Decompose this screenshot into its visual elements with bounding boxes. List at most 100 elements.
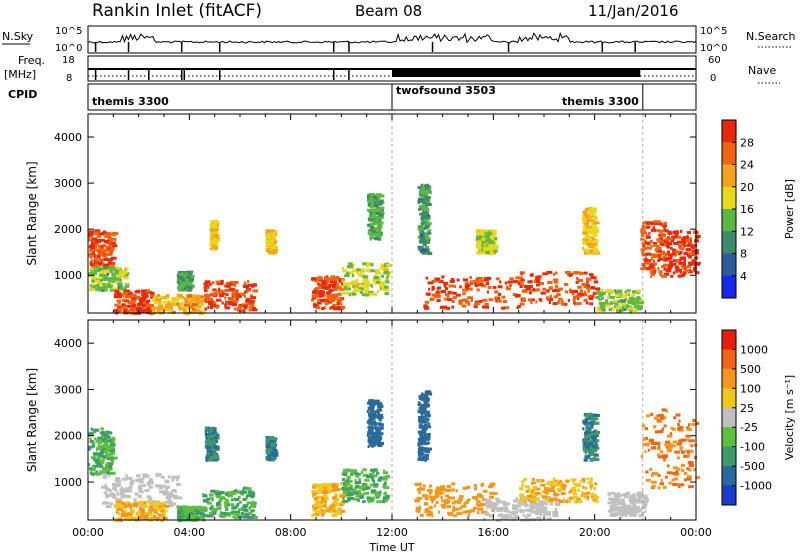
data-cell [379, 211, 385, 215]
data-cell [186, 512, 189, 516]
data-cell [507, 280, 513, 284]
data-cell [233, 283, 237, 287]
data-cell [430, 506, 433, 510]
data-cell [577, 279, 583, 282]
data-cell [148, 485, 153, 489]
data-cell [484, 235, 489, 238]
data-cell [635, 498, 639, 502]
data-cell [247, 516, 252, 519]
data-cell [427, 252, 432, 256]
data-cell [639, 299, 644, 303]
data-cell [188, 512, 194, 516]
data-cell [328, 490, 331, 494]
data-cell [479, 299, 483, 303]
data-cell [204, 307, 208, 311]
data-cell [268, 229, 275, 233]
data-cell [677, 274, 682, 278]
data-cell [356, 492, 362, 496]
data-cell [546, 270, 553, 274]
data-cell [540, 291, 546, 295]
data-cell [332, 293, 338, 297]
data-cell [200, 515, 205, 519]
data-cell [519, 276, 523, 280]
data-cell [169, 300, 176, 304]
data-cell [268, 250, 273, 254]
data-cell [177, 513, 181, 517]
data-cell [514, 515, 520, 518]
data-cell [423, 502, 429, 506]
data-cell [129, 481, 134, 485]
data-cell [652, 242, 657, 245]
data-cell [489, 240, 495, 244]
data-cell [100, 427, 104, 431]
data-cell [589, 458, 594, 462]
data-cell [102, 447, 106, 451]
data-cell [613, 494, 617, 498]
data-cell [472, 279, 479, 283]
data-cell [422, 484, 426, 488]
data-cell [628, 504, 632, 508]
data-cell [119, 270, 122, 274]
data-cell [385, 285, 389, 289]
data-cell [592, 457, 597, 461]
data-cell [462, 288, 468, 292]
data-cell [542, 495, 548, 499]
data-cell [426, 447, 432, 451]
data-cell [592, 246, 596, 249]
data-cell [533, 505, 537, 509]
data-cell [619, 308, 624, 312]
nsearch-tick-bottom: 10^0 [700, 43, 727, 54]
data-cell [103, 244, 107, 248]
data-cell [105, 434, 109, 437]
data-cell [267, 453, 271, 457]
data-cell [420, 392, 424, 396]
data-cell [312, 485, 316, 489]
data-cell [529, 493, 535, 497]
data-cell [326, 296, 332, 300]
data-cell [593, 496, 599, 500]
data-cell [593, 486, 597, 490]
data-cell [211, 456, 214, 460]
data-cell [486, 236, 491, 240]
data-cell [242, 489, 245, 493]
data-cell [503, 306, 510, 310]
data-cell [483, 278, 489, 282]
data-cell [174, 475, 180, 479]
data-cell [171, 475, 174, 479]
data-cell [205, 440, 211, 444]
data-cell [584, 486, 588, 490]
data-cell [462, 298, 468, 302]
data-cell [417, 245, 424, 249]
data-cell [584, 414, 590, 418]
data-cell [102, 475, 107, 479]
data-cell [191, 303, 198, 307]
data-cell [213, 456, 220, 460]
data-cell [154, 484, 161, 488]
data-cell [418, 205, 425, 209]
data-cell [333, 281, 337, 284]
data-cell [179, 515, 184, 519]
data-cell [375, 212, 380, 215]
data-cell [335, 488, 341, 492]
data-cell [537, 279, 541, 283]
data-cell [424, 453, 430, 457]
data-cell [531, 510, 536, 514]
data-cell [610, 295, 616, 299]
data-cell [155, 306, 161, 310]
data-cell [99, 244, 104, 248]
data-cell [109, 502, 113, 506]
data-cell [358, 286, 364, 290]
data-cell [120, 502, 126, 506]
data-cell [427, 218, 430, 222]
data-cell [119, 488, 125, 492]
data-cell [267, 232, 271, 236]
data-cell [370, 212, 373, 215]
y-axis-label: Slant Range [km] [25, 161, 39, 265]
data-cell [207, 426, 210, 430]
data-cell [89, 471, 92, 475]
data-cell [186, 299, 193, 303]
data-cell [206, 443, 209, 447]
data-cell [107, 237, 112, 240]
data-cell [101, 270, 108, 273]
data-cell [375, 495, 380, 499]
